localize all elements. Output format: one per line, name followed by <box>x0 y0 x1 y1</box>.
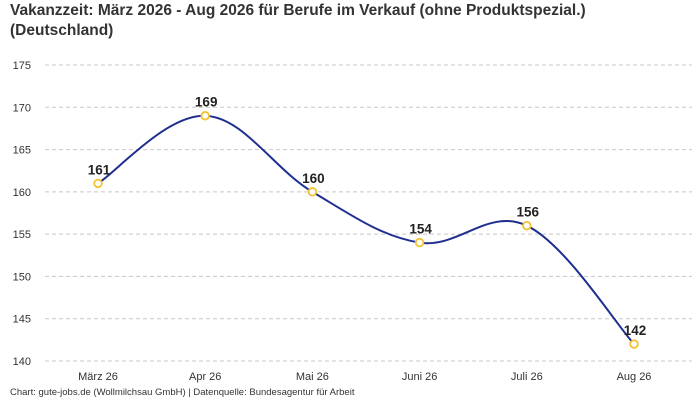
data-point <box>307 187 318 197</box>
data-label: 154 <box>409 222 432 237</box>
y-tick-label: 170 <box>13 102 31 114</box>
y-tick-label: 145 <box>13 314 31 326</box>
data-label: 161 <box>88 162 111 177</box>
data-point <box>522 220 532 231</box>
data-label: 142 <box>624 323 647 338</box>
x-tick-label: Mai 26 <box>296 371 329 383</box>
chart-title-line1: Vakanzzeit: März 2026 - Aug 2026 für Ber… <box>10 2 586 19</box>
chart-title: Vakanzzeit: März 2026 - Aug 2026 für Ber… <box>10 1 694 41</box>
y-tick-label: 175 <box>13 60 31 72</box>
y-tick-label: 160 <box>13 187 31 199</box>
data-label: 156 <box>517 205 540 220</box>
series-line <box>97 114 635 345</box>
data-labels: 161 169 160 154 156 142 <box>88 95 647 338</box>
data-label: 160 <box>302 171 325 186</box>
data-label: 169 <box>195 95 218 110</box>
chart-source: Chart: gute-jobs.de (Wollmilchsau GmbH) … <box>10 387 355 398</box>
data-point <box>414 237 425 248</box>
y-axis-ticks: 140 145 150 155 160 165 170 175 <box>13 60 31 368</box>
x-tick-label: Juni 26 <box>402 371 437 383</box>
x-tick-label: März 26 <box>78 371 118 383</box>
data-point <box>93 178 103 189</box>
data-point <box>629 339 639 349</box>
x-tick-label: Aug 26 <box>617 371 652 383</box>
x-tick-label: Apr 26 <box>189 371 221 383</box>
y-tick-label: 140 <box>13 356 31 368</box>
y-tick-label: 165 <box>13 145 31 157</box>
x-axis-ticks: März 26 Apr 26 Mai 26 Juni 26 Juli 26 Aug 26 <box>78 371 651 383</box>
y-tick-label: 155 <box>13 229 31 241</box>
data-point <box>200 111 210 121</box>
x-tick-label: Juli 26 <box>511 371 543 383</box>
data-points <box>93 111 639 349</box>
chart-title-line2: (Deutschland) <box>10 22 114 39</box>
y-tick-label: 150 <box>13 271 31 283</box>
gridlines <box>45 64 692 362</box>
